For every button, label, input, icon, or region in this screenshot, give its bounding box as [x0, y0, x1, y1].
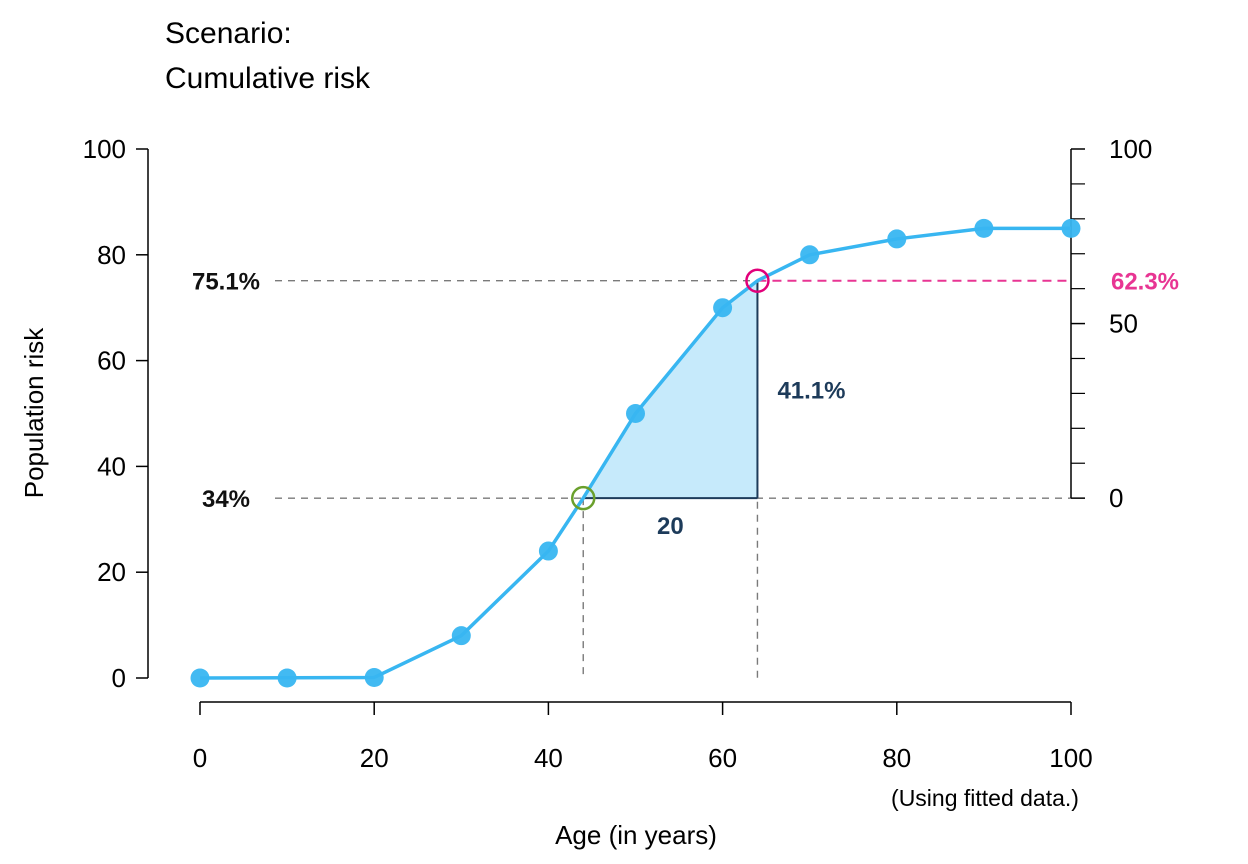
data-points	[190, 218, 1081, 688]
y-tick-label: 100	[83, 134, 126, 164]
data-source-note: (Using fitted data.)	[891, 785, 1079, 811]
y-tick-label: 40	[97, 451, 126, 481]
y-tick-label: 20	[97, 557, 126, 587]
y-axis-label: Population risk	[19, 327, 49, 499]
data-point	[451, 626, 471, 646]
chart-title-line-2: Cumulative risk	[165, 62, 371, 95]
right-tick-label: 100	[1109, 134, 1152, 164]
end-marker	[745, 268, 770, 293]
right-tick-label: 0	[1109, 483, 1123, 513]
x-tick-label: 60	[708, 743, 737, 773]
y-axis: 0 20 40 60 80 100	[83, 134, 149, 693]
y-tick-label: 60	[97, 346, 126, 376]
x-tick-label: 100	[1049, 743, 1092, 773]
data-point	[800, 245, 820, 265]
x-tick-label: 40	[534, 743, 563, 773]
data-point	[190, 668, 210, 688]
data-point	[538, 541, 558, 561]
data-point	[713, 298, 733, 318]
data-point	[887, 229, 907, 249]
start-marker	[570, 485, 596, 511]
x-axis: 0 20 40 60 80 100	[193, 701, 1093, 773]
relative-change-label: 62.3%	[1111, 269, 1179, 296]
delta-x-label: 20	[657, 513, 684, 540]
end-value-label: 75.1%	[192, 269, 260, 296]
right-axis: 0 50 100	[1070, 134, 1152, 513]
data-point	[974, 218, 994, 238]
series-line	[199, 226, 1071, 680]
delta-area-fill	[583, 280, 758, 499]
start-value-label: 34%	[202, 486, 250, 513]
chart-title-line-1: Scenario:	[165, 17, 292, 50]
y-tick-label: 80	[97, 240, 126, 270]
x-tick-label: 20	[360, 743, 389, 773]
delta-lines	[583, 280, 759, 500]
x-tick-label: 0	[193, 743, 207, 773]
data-point	[626, 404, 645, 423]
x-axis-label: Age (in years)	[555, 820, 717, 850]
data-point	[364, 667, 384, 687]
x-tick-label: 80	[882, 743, 911, 773]
delta-y-label: 41.1%	[777, 377, 845, 404]
y-tick-label: 0	[112, 663, 126, 693]
data-point	[1061, 218, 1081, 238]
right-tick-label: 50	[1109, 309, 1138, 339]
data-point	[277, 668, 297, 688]
